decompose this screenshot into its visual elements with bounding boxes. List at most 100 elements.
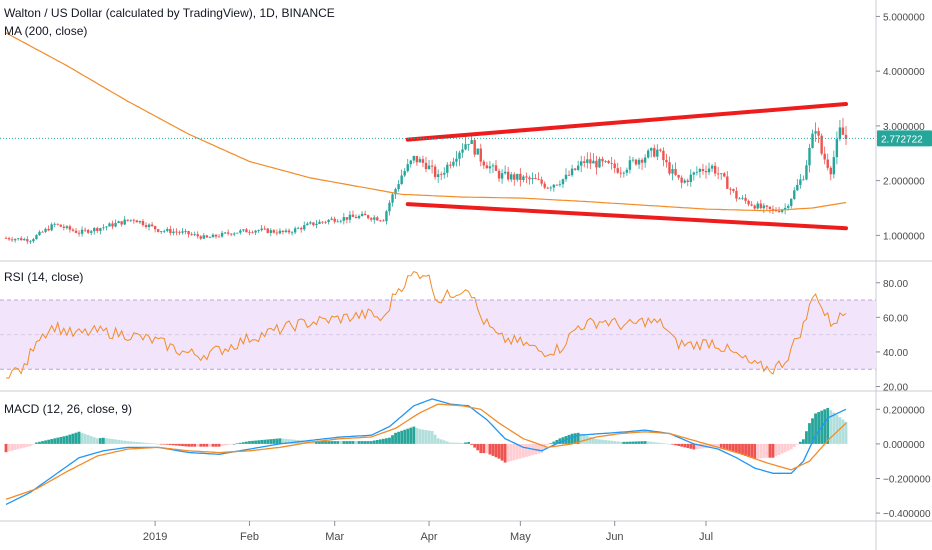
macd-histogram-bar bbox=[19, 443, 23, 449]
macd-histogram-bar bbox=[412, 426, 416, 444]
macd-label: MACD (12, 26, close, 9) bbox=[4, 402, 133, 416]
macd-histogram-bar bbox=[336, 441, 340, 444]
macd-histogram-bar bbox=[245, 441, 248, 444]
macd-histogram-bar bbox=[646, 441, 650, 444]
macd-histogram-bar bbox=[759, 443, 763, 459]
macd-histogram-bar bbox=[588, 436, 592, 444]
candle-body bbox=[808, 147, 811, 166]
macd-histogram-bar bbox=[826, 407, 830, 444]
candle-body bbox=[32, 239, 35, 242]
macd-histogram-bar bbox=[278, 438, 282, 444]
candle-body bbox=[418, 159, 422, 163]
macd-histogram-bar bbox=[455, 442, 458, 444]
macd-histogram-bar bbox=[181, 443, 184, 447]
rsi-y-tick-label: 20.00 bbox=[883, 383, 908, 394]
candle-body bbox=[272, 230, 276, 233]
candle-body bbox=[59, 224, 62, 227]
candle-body bbox=[692, 172, 696, 175]
candle-body bbox=[783, 207, 787, 210]
macd-histogram-bar bbox=[311, 441, 315, 444]
candle-body bbox=[50, 224, 53, 231]
macd-histogram-bar bbox=[555, 439, 559, 444]
macd-histogram-bar bbox=[193, 443, 197, 447]
macd-histogram-bar bbox=[381, 438, 385, 444]
candle-body bbox=[26, 239, 29, 242]
macd-histogram-bar bbox=[117, 439, 121, 444]
candle-body bbox=[631, 159, 635, 161]
macd-histogram-bar bbox=[348, 441, 352, 444]
candle-body bbox=[47, 228, 50, 231]
candle-body bbox=[251, 232, 254, 234]
candle-body bbox=[80, 229, 84, 234]
macd-histogram-bar bbox=[184, 443, 187, 447]
candle-body bbox=[683, 180, 686, 183]
macd-histogram-bar bbox=[591, 438, 595, 444]
candle-body bbox=[619, 172, 622, 174]
macd-histogram-bar bbox=[129, 441, 133, 444]
candle-body bbox=[327, 219, 330, 223]
candle-body bbox=[838, 127, 842, 140]
macd-histogram-bar bbox=[789, 443, 793, 450]
macd-histogram-bar bbox=[741, 443, 744, 455]
candle-body bbox=[126, 219, 129, 221]
candle-body bbox=[841, 127, 845, 135]
macd-histogram-bar bbox=[126, 441, 130, 444]
candle-body bbox=[604, 160, 607, 162]
candle-body bbox=[71, 229, 75, 231]
candle-body bbox=[583, 161, 586, 163]
macd-histogram-bar bbox=[665, 443, 668, 445]
macd-histogram-bar bbox=[372, 440, 376, 444]
macd-histogram-bar bbox=[722, 443, 726, 449]
macd-histogram-bar bbox=[101, 437, 105, 444]
candle-body bbox=[549, 187, 552, 189]
candle-body bbox=[406, 164, 409, 172]
candle-body bbox=[93, 228, 96, 232]
candle-body bbox=[485, 165, 489, 169]
macd-histogram-bar bbox=[567, 434, 571, 444]
candle-body bbox=[208, 237, 212, 239]
candle-body bbox=[172, 231, 175, 234]
candle-body bbox=[765, 205, 769, 207]
macd-histogram-bar bbox=[31, 443, 35, 445]
macd-histogram-bar bbox=[50, 439, 54, 444]
candle-body bbox=[476, 148, 479, 155]
candle-body bbox=[710, 165, 714, 169]
macd-histogram-bar bbox=[38, 441, 41, 444]
macd-histogram-bar bbox=[549, 443, 553, 444]
candle-body bbox=[835, 139, 839, 158]
macd-histogram-bar bbox=[576, 432, 580, 444]
macd-histogram-bar bbox=[123, 440, 127, 444]
candle-body bbox=[415, 156, 419, 163]
macd-histogram-bar bbox=[290, 439, 294, 444]
macd-histogram-bar bbox=[625, 441, 629, 444]
macd-y-tick-label: 0.200000 bbox=[883, 405, 925, 416]
macd-histogram-bar bbox=[616, 441, 620, 444]
macd-histogram-bar bbox=[403, 429, 407, 444]
macd-histogram-bar bbox=[351, 441, 355, 444]
candle-body bbox=[278, 230, 282, 234]
macd-histogram-bar bbox=[363, 441, 367, 444]
candle-body bbox=[345, 217, 349, 220]
macd-histogram-bar bbox=[735, 443, 738, 453]
macd-histogram-bar bbox=[579, 433, 583, 444]
candle-body bbox=[470, 140, 473, 144]
macd-histogram-bar bbox=[442, 440, 446, 444]
macd-histogram-bar bbox=[178, 443, 181, 446]
macd-histogram-bar bbox=[497, 443, 501, 459]
macd-histogram-bar bbox=[713, 443, 717, 448]
candle-body bbox=[196, 234, 199, 237]
macd-histogram-bar bbox=[162, 443, 166, 445]
candle-body bbox=[461, 149, 464, 153]
macd-histogram-bar bbox=[190, 443, 194, 447]
macd-histogram-bar bbox=[147, 443, 151, 444]
macd-histogram-bar bbox=[546, 443, 550, 445]
candle-body bbox=[13, 239, 17, 241]
candle-body bbox=[482, 161, 486, 166]
candle-body bbox=[561, 179, 565, 185]
candle-body bbox=[132, 219, 136, 221]
candle-body bbox=[823, 153, 826, 160]
macd-histogram-bar bbox=[89, 436, 93, 444]
macd-histogram-bar bbox=[795, 443, 799, 445]
candle-body bbox=[35, 235, 38, 240]
macd-histogram-bar bbox=[451, 442, 455, 444]
